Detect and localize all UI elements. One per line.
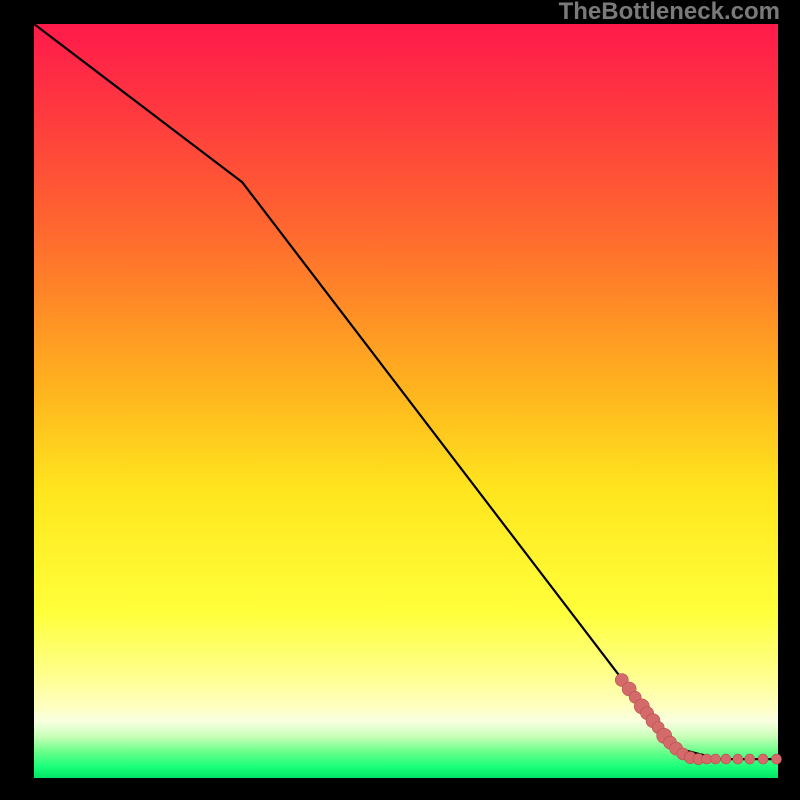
data-marker — [702, 754, 712, 764]
chart-overlay — [0, 0, 800, 800]
marker-group — [615, 674, 781, 765]
data-marker — [772, 754, 782, 764]
data-marker — [733, 754, 743, 764]
chart-frame: TheBottleneck.com — [0, 0, 800, 800]
data-marker — [745, 754, 755, 764]
bottleneck-curve — [34, 24, 778, 759]
data-marker — [711, 754, 721, 764]
data-marker — [758, 754, 768, 764]
data-marker — [721, 754, 731, 764]
